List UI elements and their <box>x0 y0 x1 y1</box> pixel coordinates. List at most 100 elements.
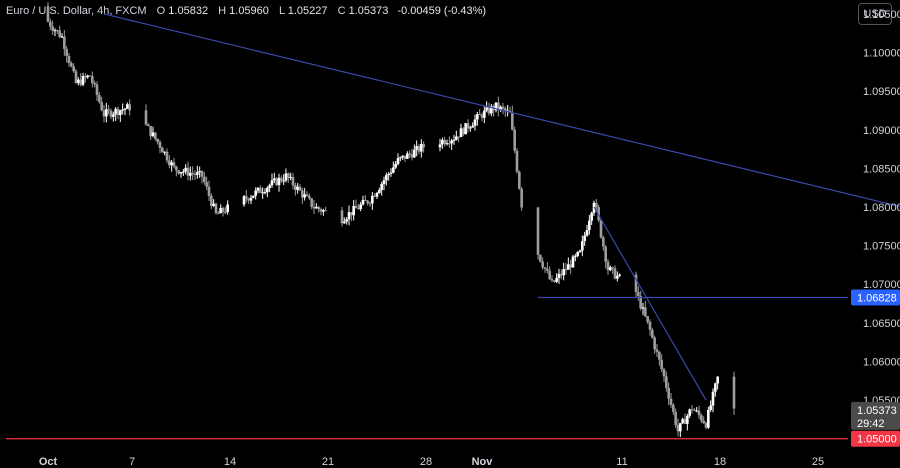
candle-body <box>616 275 619 279</box>
candle-body <box>683 418 687 424</box>
candle-body <box>147 124 150 127</box>
candle-body <box>599 220 603 238</box>
candle-body <box>210 195 213 207</box>
candle-body <box>679 423 682 432</box>
candle-body <box>562 269 565 276</box>
candle-body <box>268 185 271 188</box>
candle-body <box>270 180 274 186</box>
candle-body <box>347 212 351 220</box>
candle-body <box>126 104 129 109</box>
candle-body <box>172 162 176 167</box>
candle-body <box>163 151 166 153</box>
candle-body <box>539 254 542 262</box>
candle-body <box>450 140 453 144</box>
candle-body <box>247 198 250 201</box>
candle-body <box>200 170 204 177</box>
candle-body <box>301 190 304 198</box>
candle-body <box>368 203 372 205</box>
candle-body <box>401 155 404 158</box>
candle-body <box>655 349 659 352</box>
candle-body <box>354 205 358 209</box>
price-tick-label: 1.06500 <box>863 318 900 330</box>
candle-body <box>93 82 96 85</box>
candle-body <box>604 246 607 262</box>
candle-body <box>443 139 446 144</box>
candle-body <box>644 307 647 317</box>
candle-body <box>315 206 318 209</box>
candle-body <box>704 422 708 428</box>
candle-body <box>420 144 423 152</box>
trendline-2 <box>593 206 707 401</box>
candle-body <box>198 170 201 173</box>
candle-body <box>569 264 572 268</box>
candle-body <box>98 95 101 102</box>
candle-body <box>637 291 640 296</box>
candle-body <box>51 26 54 31</box>
candle-body <box>291 176 295 186</box>
candle-body <box>646 316 649 322</box>
candle-body <box>273 178 276 181</box>
high-label: H <box>218 5 227 17</box>
candle-body <box>256 187 260 191</box>
candle-body <box>445 143 449 145</box>
time-tick-label: Oct <box>39 456 58 468</box>
candle-body <box>245 196 248 199</box>
candle-body <box>387 173 390 176</box>
last-price-value: 1.05373 <box>857 405 897 417</box>
candle-body <box>366 200 369 204</box>
candle-body <box>116 108 120 116</box>
candle-body <box>693 409 696 411</box>
candle-body <box>53 30 57 32</box>
candle-body <box>639 295 642 309</box>
candle-body <box>91 76 94 83</box>
candle-body <box>371 195 374 204</box>
candle-body <box>674 411 677 426</box>
candle-body <box>298 186 302 191</box>
candle-body <box>275 178 278 186</box>
candle-body <box>455 136 458 140</box>
candle-body <box>641 307 645 309</box>
candle-body <box>497 102 500 110</box>
candle-body <box>128 104 131 111</box>
candle-body <box>284 173 288 181</box>
candle-body <box>513 129 516 151</box>
candle-body <box>609 267 612 271</box>
candle-body <box>389 172 393 174</box>
candle-body <box>634 274 638 292</box>
candle-body <box>380 184 383 190</box>
trendline-1 <box>103 13 900 208</box>
candle-body <box>226 204 229 213</box>
candle-body <box>548 270 551 280</box>
candle-body <box>564 269 568 271</box>
candle-body <box>277 177 281 186</box>
candle-body <box>60 36 64 38</box>
candle-body <box>319 209 323 212</box>
candle-body <box>578 250 582 253</box>
candle-body <box>193 173 197 175</box>
candle-body <box>114 108 117 115</box>
candle-body <box>242 196 246 205</box>
candle-body <box>373 195 376 197</box>
candle-body <box>308 195 311 199</box>
level-price-tag <box>851 430 900 447</box>
candle-body <box>151 132 155 137</box>
candle-body <box>541 261 544 268</box>
candle-body <box>452 139 456 141</box>
candle-body <box>289 176 292 178</box>
candle-body <box>121 109 124 111</box>
candle-body <box>249 197 253 201</box>
candle-body <box>662 369 666 377</box>
candle-body <box>571 256 575 268</box>
candle-body <box>254 190 257 196</box>
currency-button[interactable]: USD <box>858 3 892 25</box>
candle-body <box>399 157 402 159</box>
candle-body <box>79 79 82 85</box>
candle-body <box>205 182 208 187</box>
candle-body <box>186 167 190 176</box>
open-label: O <box>156 5 166 17</box>
candle-body <box>422 144 425 148</box>
candle-body <box>688 409 691 416</box>
time-tick-label: 18 <box>714 456 726 468</box>
candle-body <box>259 187 262 193</box>
